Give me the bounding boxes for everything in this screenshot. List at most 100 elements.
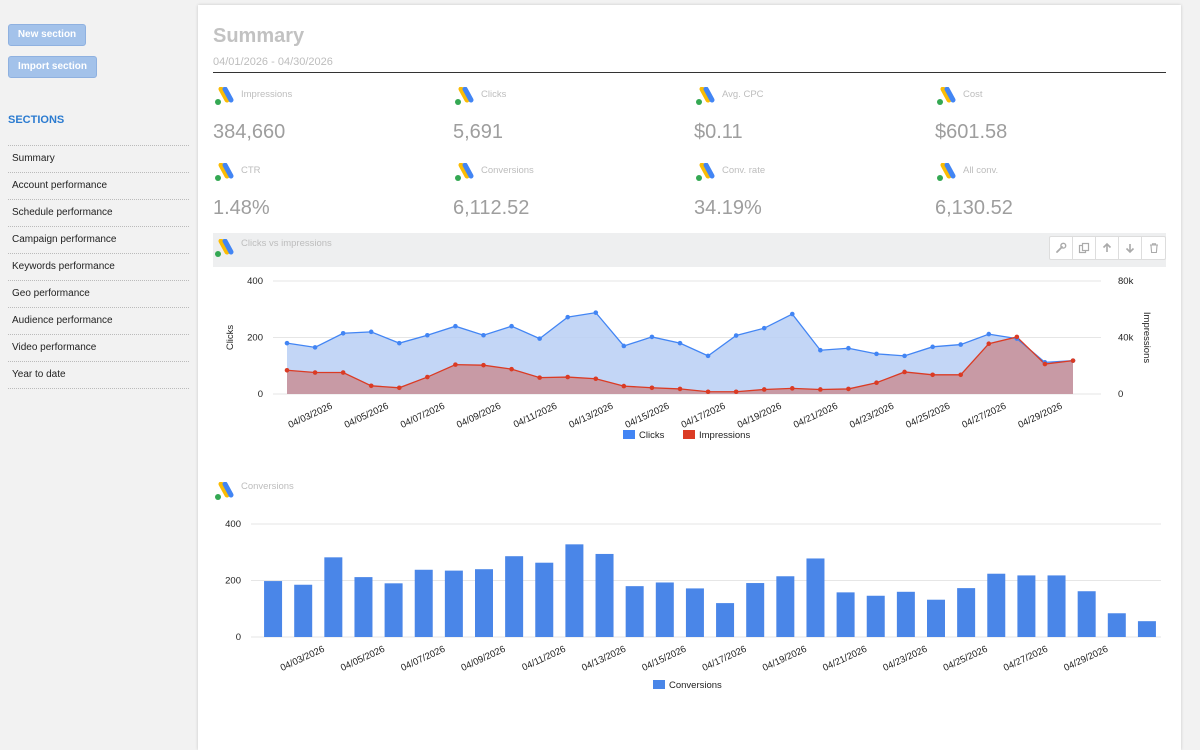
impressions-point <box>509 366 514 372</box>
sidebar-item-geo-performance[interactable]: Geo performance <box>8 281 189 308</box>
y-tick-label: 400 <box>225 519 241 530</box>
x-tick-label: 04/15/2026 <box>640 644 688 674</box>
conversions-bar <box>565 544 584 637</box>
y-left-tick-label: 0 <box>258 389 263 400</box>
kpi-label: Cost <box>963 89 983 100</box>
sections-heading: SECTIONS <box>8 114 65 126</box>
conversions-bar <box>987 573 1006 637</box>
sidebar-item-audience-performance[interactable]: Audience performance <box>8 308 189 335</box>
x-tick-label: 04/25/2026 <box>904 401 952 431</box>
kpi-conv-rate: Conv. rate 34.19% <box>694 162 924 233</box>
x-tick-label: 04/07/2026 <box>399 644 447 674</box>
sidebar-item-account-performance[interactable]: Account performance <box>8 173 189 200</box>
impressions-point <box>621 383 627 389</box>
impressions-point <box>958 372 964 378</box>
kpi-label: Conv. rate <box>722 165 766 176</box>
kpi-value: 5,691 <box>453 121 504 143</box>
impressions-point <box>649 385 655 391</box>
kpi-label: Conversions <box>481 165 534 176</box>
impressions-point <box>818 387 823 392</box>
impressions-point <box>902 369 907 375</box>
google-ads-logo-icon <box>935 86 957 112</box>
conversions-bar <box>354 577 373 637</box>
clicks-point <box>481 332 486 338</box>
wrench-icon[interactable] <box>1050 237 1073 259</box>
x-tick-label: 04/29/2026 <box>1062 644 1110 674</box>
kpi-label: Impressions <box>241 89 293 100</box>
impressions-point <box>733 389 739 395</box>
y-left-tick-label: 400 <box>247 276 263 287</box>
google-ads-logo-icon <box>453 162 475 188</box>
sidebar-item-keywords-performance[interactable]: Keywords performance <box>8 254 189 281</box>
kpi-avg-cpc: Avg. CPC $0.11 <box>694 86 924 157</box>
copy-icon[interactable] <box>1073 237 1096 259</box>
title-divider <box>213 72 1166 73</box>
y-right-tick-label: 0 <box>1118 389 1123 400</box>
x-tick-label: 04/09/2026 <box>460 644 508 674</box>
sidebar: New section Import section SECTIONS Summ… <box>0 0 197 750</box>
clicks-point <box>677 340 683 346</box>
section-list: Summary Account performance Schedule per… <box>8 145 189 389</box>
conversions-bar <box>806 558 825 637</box>
x-tick-label: 04/27/2026 <box>1002 644 1050 674</box>
report-panel: Summary 04/01/2026 - 04/30/2026 Impressi… <box>198 5 1181 750</box>
impressions-point <box>481 362 486 368</box>
y-tick-label: 200 <box>225 576 241 587</box>
kpi-ctr: CTR 1.48% <box>213 162 443 233</box>
clicks-point <box>425 332 430 338</box>
new-section-button[interactable]: New section <box>8 24 86 46</box>
clicks-point <box>565 314 571 320</box>
sidebar-item-video-performance[interactable]: Video performance <box>8 335 189 362</box>
conversions-bar <box>927 599 945 637</box>
sidebar-item-schedule-performance[interactable]: Schedule performance <box>8 200 189 227</box>
google-ads-logo-icon <box>213 162 235 188</box>
kpi-value: 1.48% <box>213 197 270 219</box>
legend-label-impressions: Impressions <box>699 430 750 441</box>
legend-swatch-conversions <box>653 680 665 689</box>
x-tick-label: 04/03/2026 <box>279 644 327 674</box>
clicks-point <box>818 347 823 353</box>
clicks-point <box>509 323 514 329</box>
kpi-value: 34.19% <box>694 197 762 219</box>
conversions-bar <box>264 581 283 637</box>
x-tick-label: 04/23/2026 <box>881 644 929 674</box>
import-section-button[interactable]: Import section <box>8 56 97 78</box>
impressions-point <box>874 380 879 385</box>
sidebar-item-year-to-date[interactable]: Year to date <box>8 362 189 389</box>
conversions-bar <box>324 557 343 637</box>
kpi-value: 384,660 <box>213 121 286 143</box>
x-tick-label: 04/17/2026 <box>680 401 728 431</box>
clicks-point <box>874 351 879 357</box>
x-tick-label: 04/17/2026 <box>701 644 749 674</box>
kpi-value: $601.58 <box>935 121 1008 143</box>
conversions-bar <box>414 569 433 637</box>
sidebar-item-summary[interactable]: Summary <box>8 146 189 173</box>
impressions-point <box>1014 334 1020 340</box>
y-tick-label: 0 <box>236 632 241 643</box>
clicks-point <box>846 345 851 351</box>
clicks-point <box>396 340 402 346</box>
arrow-down-icon[interactable] <box>1119 237 1142 259</box>
impressions-point <box>761 387 767 392</box>
conversions-bar <box>866 595 885 637</box>
x-tick-label: 04/15/2026 <box>623 401 671 431</box>
conversions-bar <box>535 562 554 637</box>
impressions-point <box>565 374 571 380</box>
conversions-bar <box>836 592 855 637</box>
sidebar-item-campaign-performance[interactable]: Campaign performance <box>8 227 189 254</box>
kpi-all-conv: All conv. 6,130.52 <box>935 162 1165 233</box>
impressions-area <box>287 336 1073 394</box>
clicks-point <box>537 336 542 341</box>
impressions-point <box>846 386 851 392</box>
arrow-up-icon[interactable] <box>1096 237 1119 259</box>
trash-icon[interactable] <box>1142 237 1165 259</box>
conversions-bar <box>957 588 976 637</box>
clicks-point <box>621 343 627 349</box>
conversions-bar <box>384 583 403 637</box>
x-tick-label: 04/27/2026 <box>960 401 1008 431</box>
impressions-point <box>986 341 992 347</box>
clicks-point <box>453 323 458 329</box>
x-tick-label: 04/13/2026 <box>567 401 615 431</box>
impressions-point <box>1070 358 1076 363</box>
conversions-bar <box>294 584 313 637</box>
